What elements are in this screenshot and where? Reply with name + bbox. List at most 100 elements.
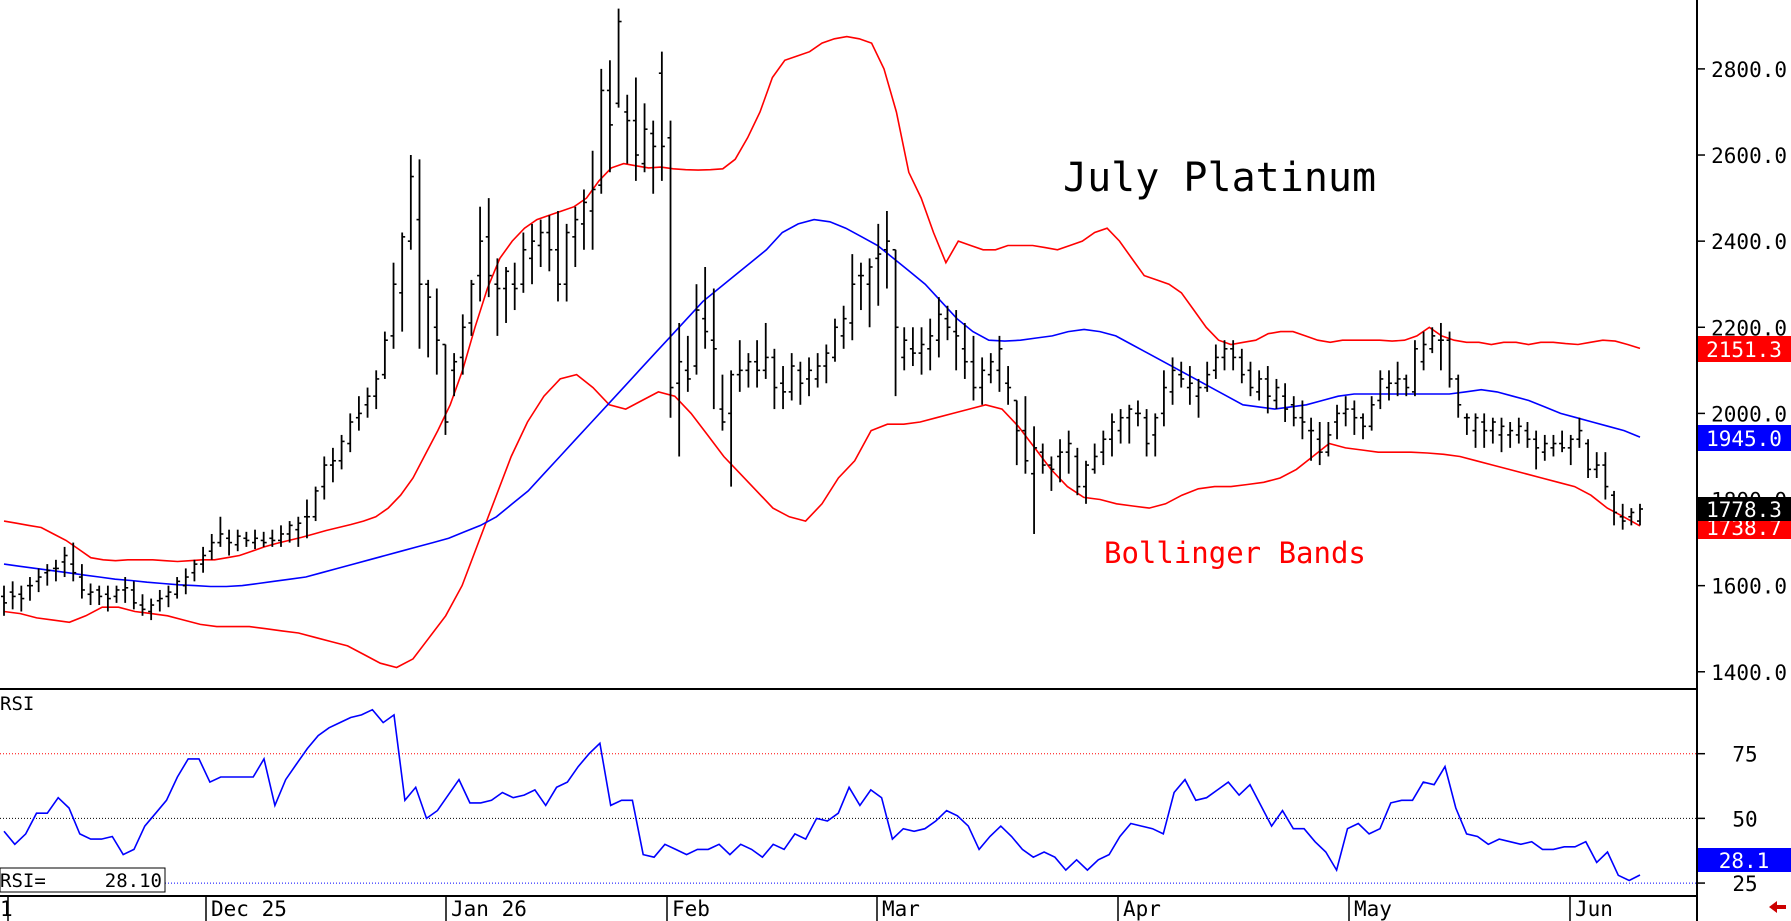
ohlc-bar: [1316, 422, 1323, 466]
ohlc-bar: [226, 529, 233, 556]
ohlc-bar: [252, 529, 259, 550]
price-y-tick-label: 2000.0: [1711, 402, 1787, 426]
ohlc-bar: [1230, 340, 1237, 371]
ohlc-bar: [1411, 340, 1418, 397]
x-tick-label: Jan 26: [451, 897, 527, 921]
ohlc-bar: [243, 531, 250, 547]
ohlc-bar: [797, 361, 804, 405]
ohlc-bar: [1585, 439, 1592, 478]
ohlc-bar: [658, 51, 665, 181]
ohlc-bar: [1247, 361, 1254, 397]
ohlc-bar: [892, 248, 899, 397]
ohlc-bar: [174, 577, 181, 599]
rsi-readout: RSI= 28.10: [0, 867, 166, 893]
ohlc-bar: [927, 318, 934, 371]
ohlc-bar: [684, 335, 691, 392]
x-tick-label: Mar: [882, 897, 920, 921]
x-tick-label: Jun: [1575, 897, 1613, 921]
ohlc-bar: [1403, 374, 1410, 397]
ohlc-bar: [1152, 413, 1159, 457]
ohlc-bar: [78, 564, 85, 599]
ohlc-bar: [1221, 340, 1228, 371]
ohlc-bar: [425, 279, 432, 358]
ohlc-bar: [338, 434, 345, 470]
ohlc-bar: [148, 598, 155, 621]
rsi-y-tick-label: 75: [1732, 743, 1757, 767]
ohlc-bar: [563, 223, 570, 302]
ohlc-bar: [347, 413, 354, 453]
ohlc-bar: [883, 211, 890, 289]
ohlc-bar: [494, 258, 501, 336]
ohlc-bar: [1195, 378, 1202, 418]
ohlc-bar: [1420, 331, 1427, 371]
ohlc-bar: [44, 564, 51, 586]
rsi-panel-title: RSI: [0, 693, 34, 715]
ohlc-bar: [104, 585, 111, 612]
ohlc-bar: [728, 370, 735, 487]
ohlc-bar: [520, 232, 527, 293]
ohlc-bar: [26, 577, 33, 601]
ohlc-bar: [615, 8, 622, 108]
ohlc-bar: [572, 206, 579, 267]
ohlc-bar: [806, 357, 813, 397]
ohlc-bar: [1325, 422, 1332, 457]
ohlc-bar: [676, 322, 683, 457]
ohlc-bar: [546, 215, 553, 272]
ohlc-bar: [641, 103, 648, 173]
ohlc-bar: [485, 198, 492, 298]
ohlc-bar: [1143, 409, 1150, 457]
ohlc-bar: [589, 150, 596, 250]
ohlc-bar: [1602, 452, 1609, 500]
ohlc-bar: [1100, 430, 1107, 466]
ohlc-bar: [1515, 417, 1522, 444]
ohlc-bar: [52, 559, 59, 582]
ohlc-bar: [312, 486, 319, 522]
ohlc-bar: [1533, 430, 1540, 470]
ohlc-bar: [1091, 443, 1098, 474]
ohlc-bar: [191, 559, 198, 582]
rsi-y-tick-label: 50: [1732, 807, 1757, 831]
ohlc-bar: [1377, 370, 1384, 410]
ohlc-bar: [1368, 396, 1375, 431]
ohlc-bar: [1031, 426, 1038, 534]
ohlc-bar: [857, 262, 864, 311]
ohlc-bar: [1074, 447, 1081, 496]
price-panel: July Platinum Bollinger Bands: [1, 8, 1643, 669]
ohlc-bar: [667, 120, 674, 418]
ohlc-bar: [1481, 413, 1488, 448]
ohlc-bar: [286, 521, 293, 543]
ohlc-bar: [1437, 322, 1444, 371]
ohlc-bar: [831, 318, 838, 362]
ohlc-bar: [849, 254, 856, 341]
ohlc-bar: [399, 232, 406, 332]
ohlc-bar: [1455, 374, 1462, 418]
upper-bollinger-band: [3, 35, 1641, 563]
ohlc-bar: [373, 370, 380, 410]
x-tick-label: May: [1354, 897, 1392, 921]
ohlc-bar: [113, 585, 120, 603]
ohlc-bar: [468, 279, 475, 336]
ohlc-bar: [901, 327, 908, 371]
ohlc-bar: [719, 374, 726, 431]
ohlc-bar: [1186, 366, 1193, 405]
ohlc-bar: [953, 310, 960, 371]
ohlc-bar: [970, 335, 977, 401]
x-axis: 1 Dec 25 Jan 26 Feb Mar Apr May Jun: [0, 896, 1613, 921]
ohlc-bar: [1334, 404, 1341, 440]
chart-title: July Platinum: [1063, 155, 1376, 201]
ohlc-bar: [1611, 490, 1618, 526]
ohlc-bar: [537, 219, 544, 267]
ohlc-bar: [745, 353, 752, 388]
ohlc-bar: [277, 525, 284, 547]
rsi-y-tick-label: 25: [1732, 872, 1757, 896]
left-arrow-icon[interactable]: [1769, 901, 1786, 913]
ohlc-bar: [710, 288, 717, 410]
ohlc-bar: [1308, 417, 1315, 461]
ohlc-bar: [918, 327, 925, 375]
ohlc-bar: [295, 516, 302, 547]
ohlc-bar: [632, 77, 639, 181]
ohlc-bar: [1498, 417, 1505, 453]
ohlc-bar: [329, 447, 336, 483]
